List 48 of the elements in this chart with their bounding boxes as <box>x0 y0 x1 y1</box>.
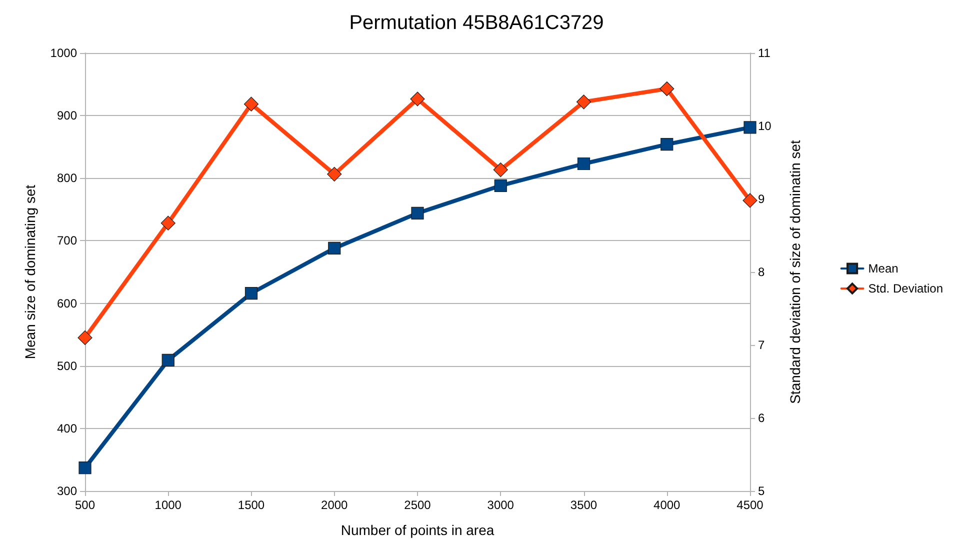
y2-tick-label: 8 <box>758 265 765 279</box>
x-tick-label: 2000 <box>321 498 348 512</box>
y-tick-label: 900 <box>56 108 78 123</box>
y2-tick-label: 9 <box>758 192 765 206</box>
x-tick-label: 1500 <box>238 498 265 512</box>
x-tick-label: 1000 <box>154 498 182 512</box>
point <box>162 354 174 367</box>
point <box>660 81 674 96</box>
x-tick-label: 2500 <box>404 498 432 512</box>
point <box>244 286 258 300</box>
y-tick-label: 1000 <box>50 46 78 60</box>
point <box>78 330 92 345</box>
point <box>576 94 592 110</box>
point <box>742 193 758 208</box>
y-tick-label: 800 <box>56 171 78 186</box>
point <box>411 206 424 220</box>
point <box>328 242 341 255</box>
point <box>244 96 259 112</box>
legend-label: Std. Deviation <box>868 282 944 296</box>
y-tick-label: 700 <box>56 234 78 248</box>
chart-title: Permutation 45B8A61C3729 <box>349 12 604 34</box>
x-tick-label: 3500 <box>570 498 598 512</box>
y-tick-label: 300 <box>56 484 78 498</box>
point <box>410 92 425 106</box>
point <box>744 121 756 134</box>
y-tick-label: 600 <box>56 296 78 310</box>
point <box>660 138 674 151</box>
y2-tick-label: 5 <box>758 484 765 498</box>
point <box>160 216 176 230</box>
point <box>494 179 507 192</box>
y2-tick-label: 10 <box>758 119 772 133</box>
y-tick-label: 400 <box>56 421 78 436</box>
x-tick-label: 3000 <box>487 498 514 512</box>
x-tick-label: 500 <box>74 498 96 512</box>
point <box>78 462 92 474</box>
x-tick-label: 4000 <box>654 498 681 512</box>
y2-tick-label: 7 <box>758 338 765 352</box>
y-axis-title: Mean size of dominating set <box>22 184 38 360</box>
legend-label: Mean <box>868 262 898 276</box>
x-axis-title: Number of points in area <box>340 522 494 538</box>
point <box>493 162 508 178</box>
y2-tick-label: 11 <box>758 46 771 60</box>
point <box>577 157 590 170</box>
y2-tick-label: 6 <box>758 411 765 425</box>
point <box>327 166 342 182</box>
y2-axis-title: Standard deviation of size of dominatin set <box>787 140 803 404</box>
y-tick-label: 500 <box>56 358 78 373</box>
x-tick-label: 4500 <box>736 498 764 512</box>
